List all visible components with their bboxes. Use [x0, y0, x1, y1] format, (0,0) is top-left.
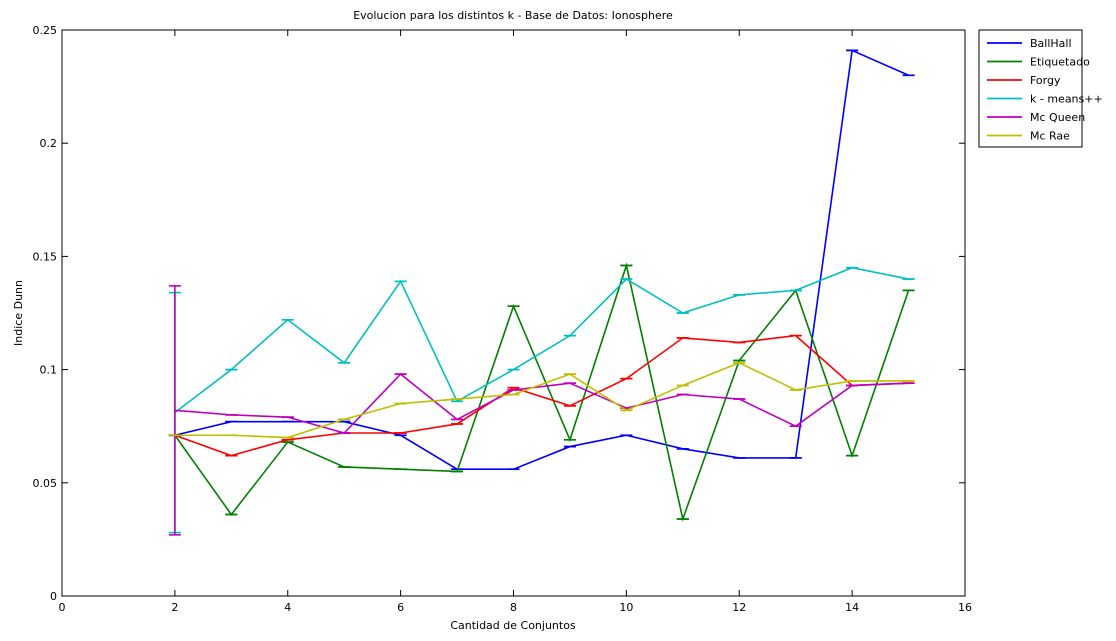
- x-axis-label: Cantidad de Conjuntos: [450, 619, 576, 632]
- x-tick-label: 16: [958, 601, 972, 614]
- x-tick-label: 2: [171, 601, 178, 614]
- y-axis-label: Indice Dunn: [12, 280, 25, 346]
- chart-title: Evolucion para los distintos k - Base de…: [353, 9, 673, 22]
- series-line: [174, 266, 909, 414]
- x-tick-label: 12: [732, 601, 746, 614]
- x-tick-label: 0: [59, 601, 66, 614]
- series-line: [174, 361, 909, 439]
- legend-label: BallHall: [1030, 37, 1072, 50]
- y-tick-label: 0.1: [40, 364, 58, 377]
- x-tick-label: 10: [619, 601, 633, 614]
- x-tick-label: 14: [845, 601, 859, 614]
- legend-label: Mc Queen: [1030, 111, 1085, 124]
- x-tick-label: 4: [284, 601, 291, 614]
- series-etiquetado: [168, 262, 915, 522]
- series-mc-rae: [168, 361, 915, 439]
- y-tick-label: 0: [50, 590, 57, 603]
- x-axis: 0 2 4 6 8 10 12 14 16: [59, 30, 972, 614]
- legend-label: Etiquetado: [1030, 56, 1090, 69]
- series-layer: [168, 49, 915, 536]
- legend-label: Mc Rae: [1030, 130, 1070, 143]
- legend: BallHall Etiquetado Forgy k - means++ Mc Que…: [978, 29, 1103, 148]
- series-line: [174, 334, 909, 457]
- series-mc-queen: [168, 285, 915, 536]
- plot-area: [61, 29, 966, 597]
- x-tick-label: 8: [510, 601, 517, 614]
- series-line: [174, 262, 910, 522]
- x-tick-label: 6: [397, 601, 404, 614]
- series-line: [174, 49, 909, 471]
- legend-box: [978, 29, 1083, 148]
- y-tick-label: 0.25: [33, 24, 58, 37]
- y-tick-label: 0.2: [40, 137, 58, 150]
- legend-label: Forgy: [1030, 74, 1061, 87]
- legend-label: k - means++: [1030, 93, 1103, 106]
- series-ballhall: [168, 49, 915, 471]
- series-line: [174, 373, 909, 434]
- y-tick-label: 0.05: [33, 477, 58, 490]
- y-axis: 0 0.05 0.1 0.15 0.2 0.25: [33, 24, 965, 603]
- series-k-means-: [168, 266, 915, 534]
- y-tick-label: 0.15: [33, 250, 58, 263]
